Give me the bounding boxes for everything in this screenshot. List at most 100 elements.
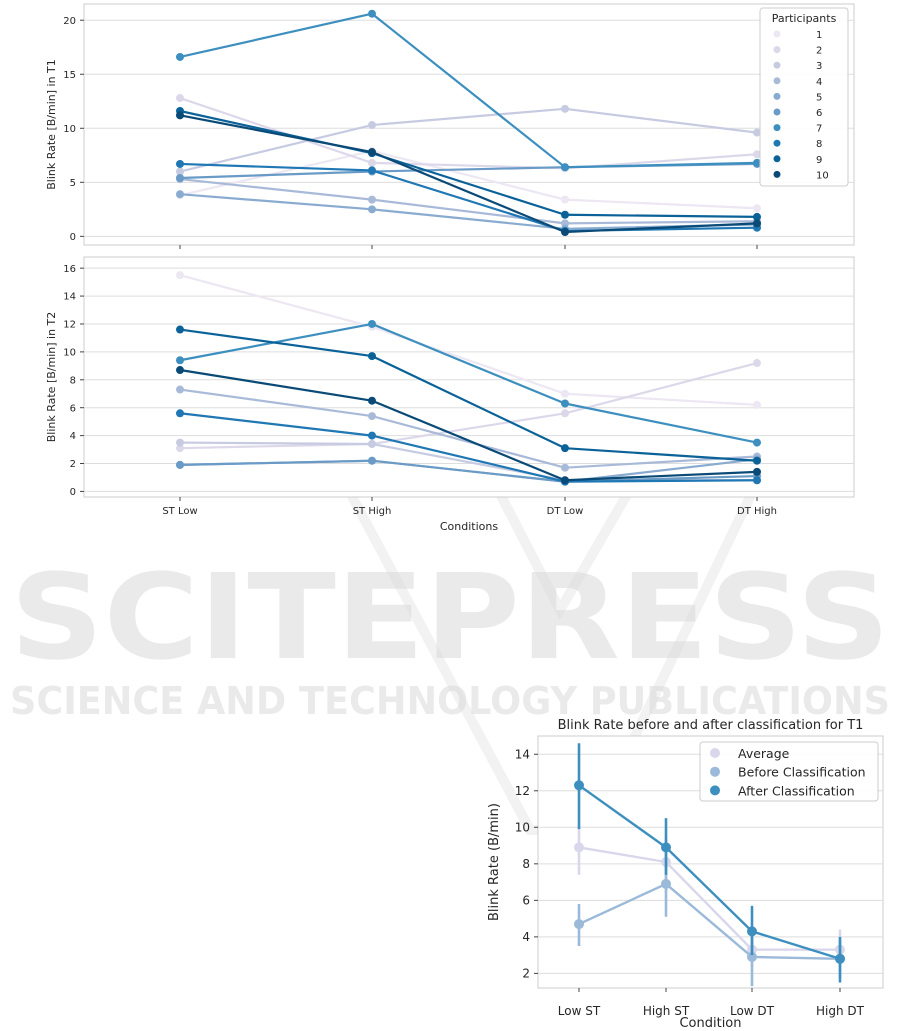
plot-area-0 [83,3,855,246]
data-point [661,842,671,853]
legend-marker [773,46,781,54]
x-axis-label: Condition [679,1016,741,1031]
legend-marker [710,766,720,777]
data-point [561,195,569,204]
series-3 [176,104,761,176]
legend-marker [773,155,781,163]
y-tick-label: 4 [70,431,76,442]
series-line [179,177,758,225]
y-tick-label: 6 [522,894,530,908]
data-point [368,396,376,405]
data-point [176,167,184,176]
data-point [753,456,761,465]
chart-title: Blink Rate before and after classificati… [558,718,864,733]
legend-marker [773,170,781,178]
data-point [176,385,184,394]
legend-marker [773,108,781,116]
series-line [179,107,758,173]
series-line [179,328,758,462]
series-after-classification [574,743,845,983]
data-point [561,228,569,237]
x-tick-label: High DT [816,1004,865,1018]
legend-label: 8 [816,139,822,150]
data-point [753,158,761,167]
data-point [368,9,376,18]
legend-marker [710,785,720,796]
data-point [176,325,184,334]
data-point [176,173,184,182]
data-point [753,438,761,447]
series-line [179,274,758,407]
series-line [578,846,840,951]
series-line [179,459,758,483]
series-line [179,109,758,219]
data-point [753,212,761,221]
data-point [176,444,184,453]
data-point [176,94,184,103]
y-tick-label: 14 [63,292,76,303]
data-point [753,204,761,213]
data-point [176,271,184,280]
data-point [368,166,376,175]
y-tick-label: 14 [515,748,530,762]
data-point [561,476,569,485]
legend-box [759,7,849,187]
data-point [368,319,376,328]
data-point [561,389,569,398]
data-point [176,52,184,61]
data-point [835,953,845,964]
legend-marker [773,139,781,147]
x-tick-label: ST Low [162,506,197,517]
data-point [753,219,761,228]
legend-marker [773,61,781,69]
y-tick-label: 16 [63,264,76,275]
data-point [561,163,569,172]
data-point [574,919,584,930]
series-line [179,149,758,210]
data-point [176,356,184,365]
data-point [561,399,569,408]
legend-label: 4 [816,77,822,88]
series-7 [176,9,761,172]
x-tick-label: ST High [353,506,392,517]
legend-label: After Classification [738,783,855,798]
legend-label: Average [738,746,790,761]
legend-title: Participants [772,12,837,25]
y-tick-label: 0 [70,487,76,498]
data-point [561,409,569,418]
data-point [368,121,376,130]
x-tick-label: High ST [643,1004,690,1018]
series-line [578,784,841,960]
y-tick-label: 0 [70,232,76,243]
legend-box [699,741,879,802]
data-point [661,878,671,889]
data-point [747,926,757,937]
legend-marker [773,30,781,38]
y-tick-label: 15 [63,70,76,81]
data-point [574,842,584,853]
y-tick-label: 12 [63,320,76,331]
series-10 [176,111,761,237]
y-tick-label: 20 [63,16,76,27]
data-point [753,400,761,409]
y-axis-label: Blink Rate (B/min) [487,803,502,921]
data-point [176,366,184,375]
data-point [561,463,569,472]
data-point [747,951,757,962]
legend-label: 7 [816,124,822,135]
y-tick-label: 2 [70,459,76,470]
data-point [176,159,184,168]
y-tick-label: 10 [515,821,530,835]
data-point [753,467,761,476]
data-point [753,128,761,137]
legend-label: Before Classification [738,765,866,780]
series-line [179,388,758,469]
legend-label: 1 [816,30,822,41]
y-axis-label: Blink Rate [B/min] in T2 [45,312,58,443]
data-point [176,111,184,120]
x-tick-label: Low ST [558,1004,601,1018]
y-axis-label: Blink Rate [B/min] in T1 [45,59,58,190]
y-tick-label: 2 [522,967,530,981]
series-line [179,162,758,233]
legend-label: 10 [816,170,829,181]
